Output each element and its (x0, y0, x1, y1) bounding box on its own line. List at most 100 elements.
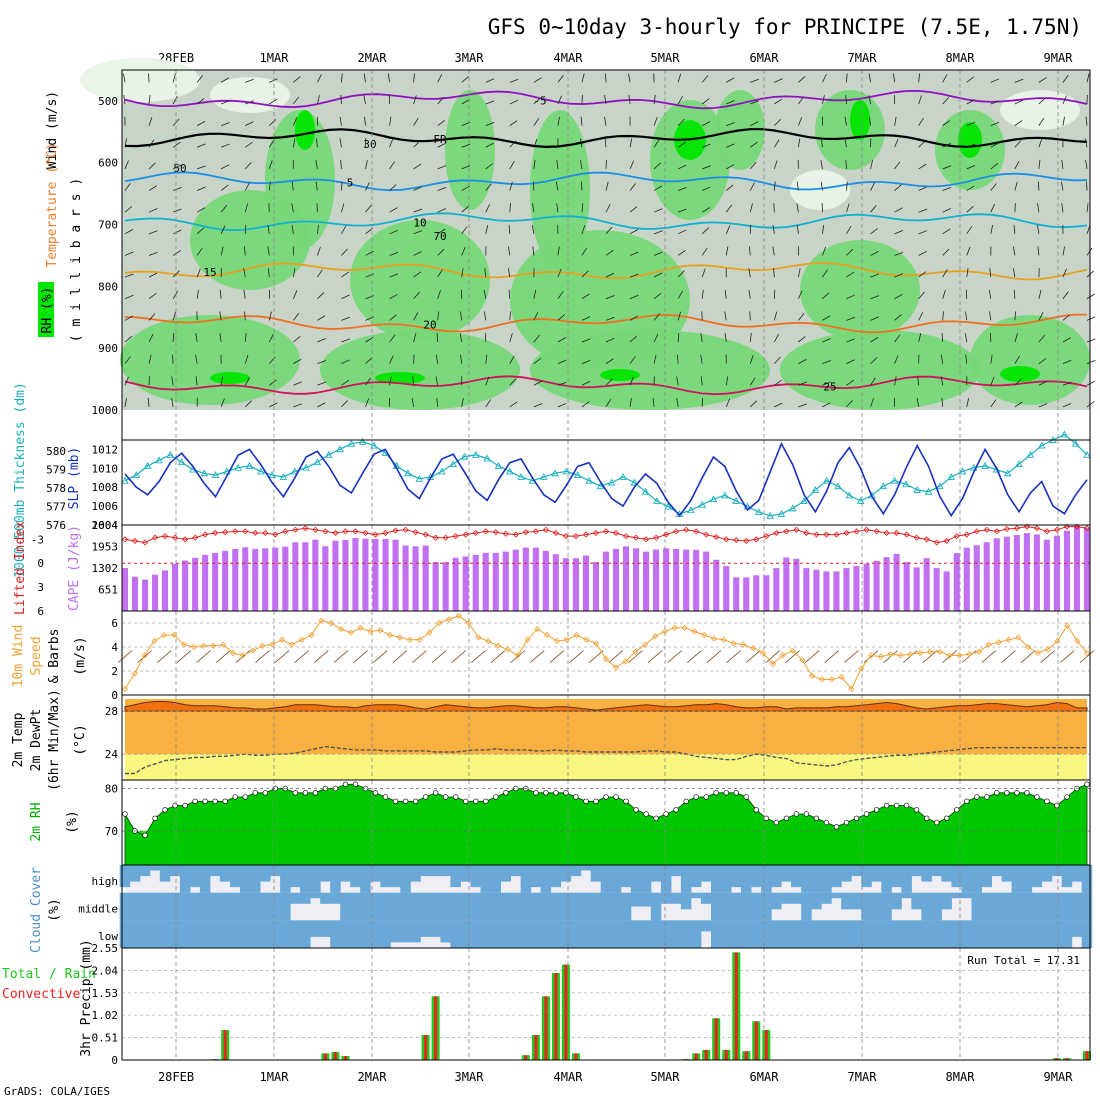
wind-barb (413, 163, 422, 170)
date-gridlines (175, 440, 1059, 525)
lifted-index-point (532, 528, 539, 535)
date-label-bottom: 6MAR (750, 1070, 780, 1084)
wind-barb (197, 143, 206, 148)
lifted-index-label: Lifted Index (13, 521, 28, 615)
rh2m-point (152, 815, 158, 821)
wind-barb (581, 401, 590, 408)
cape-bar (612, 548, 619, 611)
cloud-bar (951, 920, 962, 948)
wind-barb (437, 142, 446, 148)
wind-barb (870, 205, 877, 213)
cloud-bar (390, 892, 401, 921)
cloud-bar (600, 920, 612, 948)
panel-labels: Wind (m/s) Temperature (°C) RH (%) ( m i… (2, 91, 96, 1057)
wind-barb (533, 77, 542, 83)
wind10-point (877, 653, 884, 660)
cloud-bar (901, 892, 912, 899)
wind-barb (1086, 203, 1089, 213)
cape-bar (342, 540, 349, 611)
pressure-tick: 600 (98, 157, 118, 170)
wind-barb (461, 76, 469, 83)
precip-conv-bar (564, 964, 568, 1060)
lifted-index-point (252, 529, 259, 537)
precip-conv-bar (744, 1051, 748, 1060)
cloud-bar (791, 865, 802, 888)
wind-barb (942, 311, 944, 321)
cloud-bar (1031, 892, 1043, 921)
wind-barb (1062, 359, 1072, 365)
cloud-bar (129, 892, 141, 921)
wind-barb (725, 246, 729, 256)
wind-barb (894, 207, 903, 213)
wind-barb (437, 208, 447, 213)
rh2m-point (543, 790, 549, 796)
cloud-bar (1081, 892, 1093, 921)
slp-tick: 1010 (92, 462, 119, 475)
wind-barb (966, 246, 971, 256)
wind10-barb (1001, 650, 1016, 663)
rh2m-point (1014, 790, 1020, 796)
wind-barb (269, 402, 278, 408)
wind-barb (1014, 401, 1023, 408)
cloud-bar (981, 892, 992, 921)
wind-barb (1012, 246, 1016, 256)
upper-temp-label: Temperature (°C) (45, 142, 60, 267)
wind-barb (220, 398, 225, 408)
wind10-barbs (117, 650, 1095, 663)
cloud-bar (630, 892, 642, 907)
wind10-point (701, 631, 708, 639)
wind10-point (612, 664, 619, 671)
lifted-index-tick: 3 (37, 581, 44, 594)
cape-label: CAPE (J/kg) (67, 525, 82, 611)
cloud-bar (520, 865, 532, 893)
cloud-bar (219, 920, 231, 948)
cloud-bar (330, 865, 341, 893)
wind-barb (798, 96, 804, 105)
wind-barb (148, 162, 156, 170)
wind-barb (581, 293, 590, 300)
wind10-point (1054, 637, 1061, 645)
lifted-index-point (272, 531, 279, 538)
cloud-bar (410, 920, 421, 943)
wind-barb (244, 333, 247, 343)
wind-barb (773, 268, 775, 278)
wind10-point (308, 631, 315, 639)
thickness-point (800, 497, 808, 504)
lifted-index-point (723, 536, 730, 543)
wind-barb (269, 379, 277, 386)
wind-barb (196, 75, 204, 83)
lifted-index-point (492, 529, 499, 536)
cloud-bar (1071, 892, 1083, 921)
wind-barb (846, 338, 856, 343)
wind10-point (544, 631, 551, 639)
wind-barb (990, 163, 999, 170)
wind-barb (629, 376, 634, 386)
wind-barb (798, 336, 806, 343)
thickness-point (302, 463, 310, 471)
cloud-bar (921, 865, 932, 882)
cloud-bar (831, 892, 842, 899)
cloud-bar (891, 920, 902, 948)
wind-barb (966, 226, 973, 235)
lifted-index-point (382, 529, 389, 537)
wind-barb (1038, 138, 1043, 148)
rh2m-point (1004, 790, 1010, 796)
wind-barb (726, 143, 735, 148)
cloud-bar (821, 920, 832, 948)
wind-barb (389, 251, 399, 256)
thickness-point (947, 473, 955, 480)
temp-unit: (°C) (73, 724, 88, 755)
precip-conv-bar (754, 1021, 758, 1060)
wind-barb (1038, 403, 1048, 408)
rh2m-point (843, 819, 850, 826)
wind10-barb (608, 650, 624, 663)
wind-barb (966, 268, 969, 278)
wind-barb (196, 247, 203, 256)
thickness-point (641, 487, 650, 495)
wind10-barb (981, 650, 997, 663)
cape-bar (182, 560, 189, 611)
cape-bar (422, 545, 429, 611)
thickness-point (121, 476, 129, 484)
wind-barb (796, 224, 799, 234)
wind-barb (219, 333, 222, 343)
